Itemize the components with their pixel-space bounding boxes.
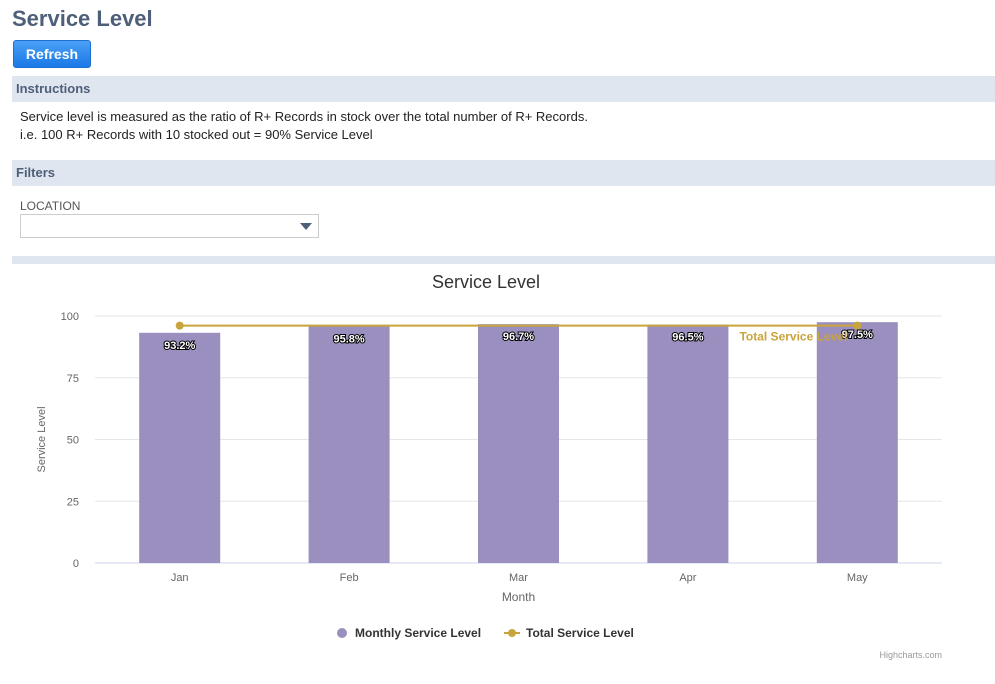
bar-data-label: 97.5% (842, 329, 873, 341)
x-tick-label: Feb (340, 572, 359, 584)
instructions-header: Instructions (12, 76, 995, 102)
legend-monthly-marker (337, 628, 347, 638)
x-axis-label: Month (502, 590, 535, 604)
total-line-point (853, 321, 862, 330)
section-divider (12, 256, 995, 264)
bar-feb (308, 326, 390, 563)
location-label: LOCATION (20, 199, 81, 213)
legend-monthly-label: Monthly Service Level (355, 626, 481, 640)
location-dropdown[interactable] (20, 214, 319, 238)
highcharts-credit-link[interactable]: Highcharts.com (879, 650, 942, 660)
bar-apr (647, 324, 729, 563)
y-tick-label: 50 (67, 435, 79, 447)
y-tick-label: 100 (61, 311, 79, 323)
chart-title: Service Level (432, 272, 540, 292)
bar-data-label: 95.8% (333, 333, 364, 345)
bar-data-label: 96.5% (672, 332, 703, 344)
x-tick-label: May (847, 572, 868, 584)
bar-data-label: 96.7% (503, 331, 534, 343)
service-level-chart: Service Level 0 25 50 75 100 Service Level Jan F… (36, 272, 942, 640)
instructions-text: Service level is measured as the ratio o… (20, 108, 588, 144)
refresh-button[interactable]: Refresh (13, 40, 91, 68)
x-tick-label: Apr (679, 572, 696, 584)
instructions-line-2: i.e. 100 R+ Records with 10 stocked out … (20, 127, 373, 142)
x-tick-label: Mar (509, 572, 528, 584)
page-title: Service Level (12, 6, 153, 31)
legend-total-marker (508, 629, 516, 637)
bar-mar (478, 324, 559, 563)
bar-data-label: 93.2% (164, 340, 195, 352)
bar-may (816, 322, 898, 563)
chevron-down-icon[interactable] (300, 223, 312, 230)
total-line-label: Total Service Level (739, 330, 847, 344)
legend-total-label: Total Service Level (526, 626, 634, 640)
y-tick-label: 0 (73, 558, 79, 570)
y-tick-label: 75 (67, 373, 79, 385)
bar-jan (139, 332, 221, 563)
y-tick-label: 25 (67, 496, 79, 508)
total-line-point (175, 321, 184, 330)
instructions-line-1: Service level is measured as the ratio o… (20, 109, 588, 124)
x-tick-label: Jan (171, 572, 189, 584)
y-axis-label: Service Level (36, 406, 48, 472)
filters-header: Filters (12, 160, 995, 186)
